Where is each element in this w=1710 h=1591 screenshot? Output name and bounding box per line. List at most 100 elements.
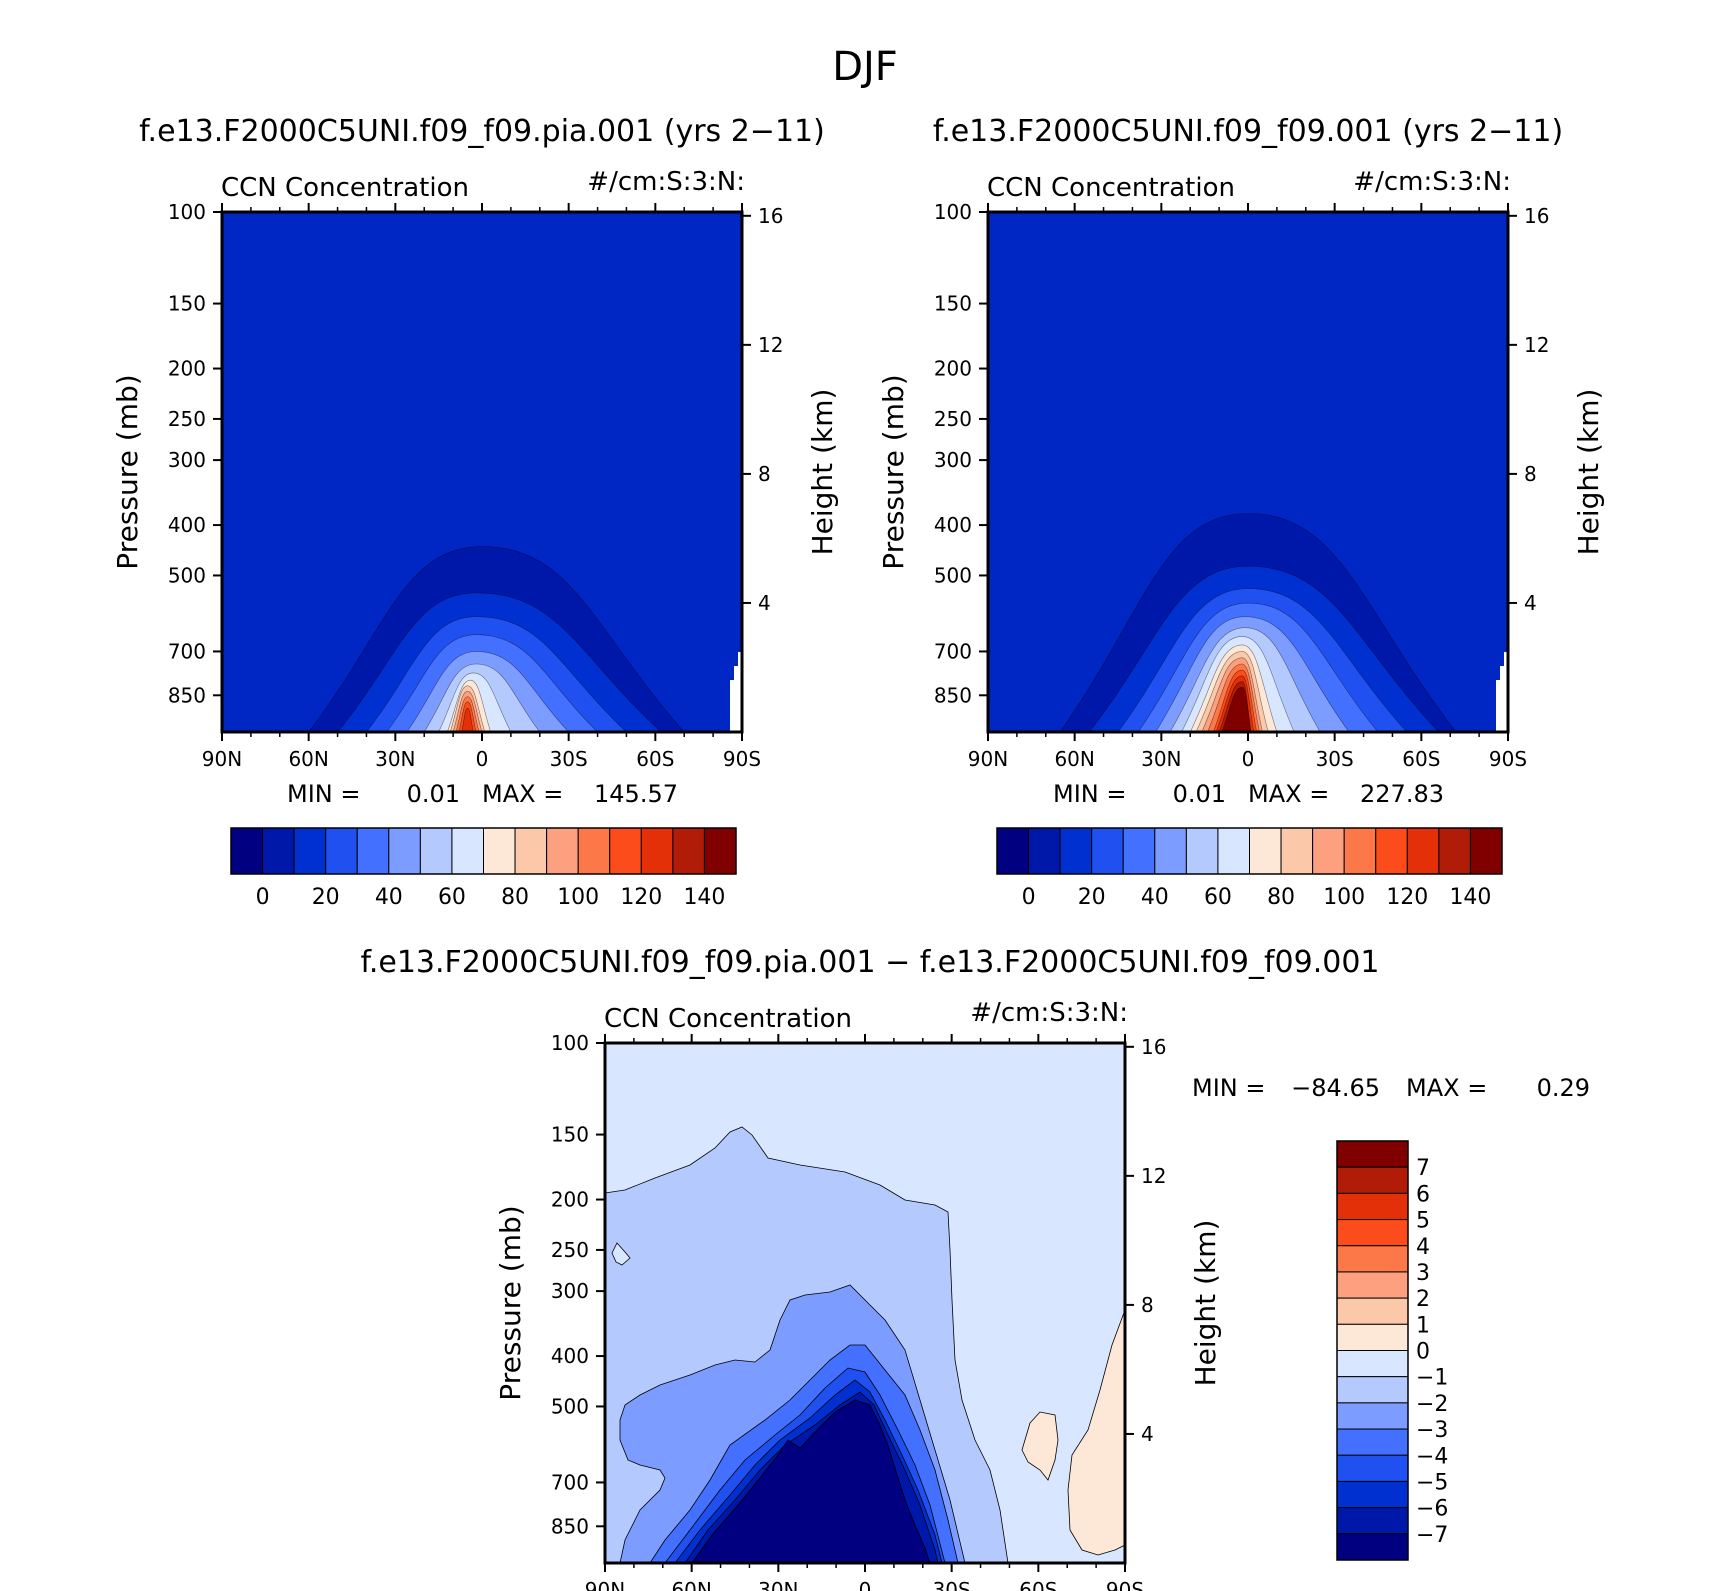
colorbar-swatch <box>1217 827 1250 875</box>
x-tick-label: 90S <box>1106 1578 1144 1591</box>
diff-panel-units-label: #/cm:S:3:N: <box>970 998 1128 1028</box>
y-tick-label: 850 <box>168 683 206 707</box>
colorbar-label: 7 <box>1416 1156 1430 1181</box>
colorbar-swatch <box>419 827 453 875</box>
colorbar-label: −2 <box>1416 1392 1448 1417</box>
colorbar-swatch <box>1336 1480 1409 1509</box>
y-tick-label: 500 <box>551 1394 589 1418</box>
panel-1-max-value: 145.57 <box>594 780 678 808</box>
colorbar-swatch <box>577 827 611 875</box>
y-tick-label: 200 <box>934 357 972 381</box>
diff-panel: 90N 60N 30N 0 30S 60S 90S100150200250300400500… <box>494 998 1590 1591</box>
colorbar-swatch <box>1336 1271 1409 1299</box>
x-tick-label: 0 <box>1242 747 1255 771</box>
colorbar-swatch <box>1336 1454 1409 1482</box>
colorbar-label: 100 <box>557 885 599 910</box>
x-tick-label: 60S <box>1019 1578 1057 1591</box>
colorbar-swatch <box>1059 827 1093 875</box>
y-tick-label: 700 <box>168 639 206 663</box>
colorbar-label: 20 <box>1078 885 1106 910</box>
colorbar-label: 20 <box>312 885 340 910</box>
colorbar-label: 0 <box>256 885 270 910</box>
panel-1-ylabel: Pressure (mb) <box>111 374 144 569</box>
x-tick-label: 60S <box>636 747 674 771</box>
colorbar-label: 1 <box>1416 1313 1430 1338</box>
x-tick-label: 30N <box>1141 747 1181 771</box>
colorbar-label: −4 <box>1416 1444 1448 1469</box>
panel-2-contours <box>1059 513 1457 732</box>
colorbar-label: −7 <box>1416 1523 1448 1548</box>
colorbar-label: 120 <box>1386 885 1428 910</box>
colorbar-label: 60 <box>1204 885 1232 910</box>
colorbar-label: −3 <box>1416 1418 1448 1443</box>
y-tick-label: 700 <box>551 1470 589 1494</box>
colorbar-swatch <box>1336 1376 1409 1404</box>
diff-panel-subtitle: f.e13.F2000C5UNI.f09_f09.pia.001 − f.e13… <box>360 945 1379 980</box>
colorbar-swatch <box>1154 827 1187 875</box>
colorbar-swatch <box>1336 1245 1409 1273</box>
y-tick-label: 150 <box>551 1123 589 1147</box>
colorbar-swatch <box>1028 827 1061 875</box>
diff-contour-pos-right-1 <box>1021 1411 1059 1481</box>
y-tick-label: 700 <box>934 639 972 663</box>
colorbar-swatch <box>1336 1533 1409 1561</box>
y-tick-label: 500 <box>168 563 206 587</box>
diff-contour-pos-right-2 <box>1067 1309 1125 1556</box>
colorbar-swatch <box>230 827 264 875</box>
panel-2-variable-label: CCN Concentration <box>987 173 1235 203</box>
colorbar-swatch <box>1336 1428 1409 1456</box>
colorbar-swatch <box>262 827 295 875</box>
colorbar-swatch <box>451 827 484 875</box>
x-tick-label: 60S <box>1402 747 1440 771</box>
colorbar-label: 40 <box>1141 885 1169 910</box>
colorbar-swatch <box>1122 827 1156 875</box>
colorbar-swatch <box>1336 1507 1409 1535</box>
colorbar-label: 140 <box>1449 885 1491 910</box>
colorbar-swatch <box>1185 827 1219 875</box>
y-tick-label: 300 <box>934 448 972 472</box>
panel-1-min-label: MIN = <box>287 780 360 808</box>
figure-title: DJF <box>832 44 898 90</box>
colorbar-swatch <box>672 827 705 875</box>
colorbar-label: 4 <box>1416 1235 1430 1260</box>
diff-contour-pos-left <box>611 1242 631 1266</box>
x-tick-label: 0 <box>476 747 489 771</box>
colorbar-swatch <box>1438 827 1471 875</box>
colorbar-swatch <box>1375 827 1408 875</box>
colorbar-swatch <box>356 827 390 875</box>
y-tick-label: 200 <box>551 1188 589 1212</box>
colorbar-label: 120 <box>620 885 662 910</box>
colorbar-swatch <box>609 827 642 875</box>
x-tick-label: 30N <box>375 747 415 771</box>
diff-panel-y2label: Height (km) <box>1189 1220 1222 1387</box>
colorbar-swatch <box>1469 827 1503 875</box>
y2-tick-label: 4 <box>758 591 771 615</box>
y-tick-label: 150 <box>934 292 972 316</box>
y2-tick-label: 16 <box>758 204 783 228</box>
colorbar-label: 60 <box>438 885 466 910</box>
panel-1-min-value: 0.01 <box>407 780 460 808</box>
diff-panel-contours <box>605 1126 1125 1563</box>
x-tick-label: 30N <box>758 1578 798 1591</box>
colorbar-frame <box>230 827 737 875</box>
colorbar-swatch <box>996 827 1030 875</box>
x-tick-label: 90N <box>585 1578 625 1591</box>
diff-panel-max-label: MAX = <box>1406 1074 1487 1102</box>
colorbar-swatch <box>1336 1219 1409 1247</box>
contour-fill <box>1221 686 1252 732</box>
y2-tick-label: 8 <box>1524 462 1537 486</box>
colorbar-swatch <box>1343 827 1377 875</box>
colorbar-label: −6 <box>1416 1497 1448 1522</box>
colorbar-swatch <box>1091 827 1124 875</box>
colorbar-frame <box>996 827 1503 875</box>
colorbar-swatch <box>1336 1323 1409 1351</box>
panel-1-units-label: #/cm:S:3:N: <box>587 167 745 197</box>
y-tick-label: 250 <box>934 407 972 431</box>
y2-tick-label: 8 <box>1141 1293 1154 1317</box>
y-tick-label: 850 <box>934 683 972 707</box>
colorbar-swatch <box>483 827 516 875</box>
y-tick-label: 250 <box>551 1238 589 1262</box>
colorbar-swatch <box>325 827 358 875</box>
